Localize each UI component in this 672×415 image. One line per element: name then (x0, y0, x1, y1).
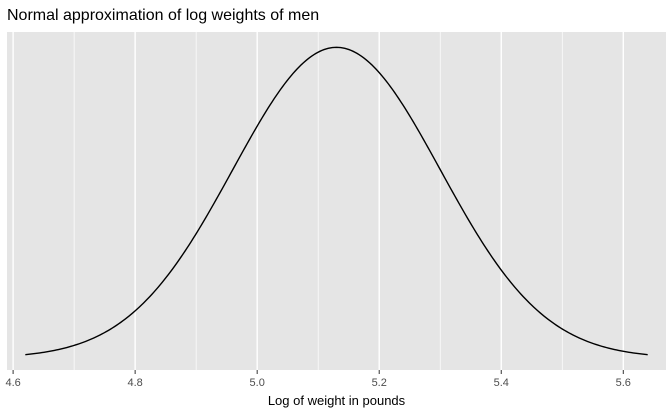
x-tick-label: 4.6 (5, 377, 20, 389)
plot-panel (7, 32, 666, 370)
density-curve (25, 46, 648, 356)
x-tick-label: 4.8 (127, 377, 142, 389)
major-gridlines (12, 32, 624, 370)
x-axis-ticks (12, 370, 624, 374)
x-axis-label: Log of weight in pounds (268, 393, 406, 408)
x-tick-label: 5.6 (616, 377, 631, 389)
x-tick-label: 5.4 (494, 377, 509, 389)
chart-title: Normal approximation of log weights of m… (7, 7, 319, 24)
x-tick-label: 5.2 (372, 377, 387, 389)
x-tick-label: 5.0 (250, 377, 265, 389)
x-axis-tick-labels: 4.6 4.8 5.0 5.2 5.4 5.6 (5, 377, 630, 389)
minor-gridlines (73, 32, 563, 370)
